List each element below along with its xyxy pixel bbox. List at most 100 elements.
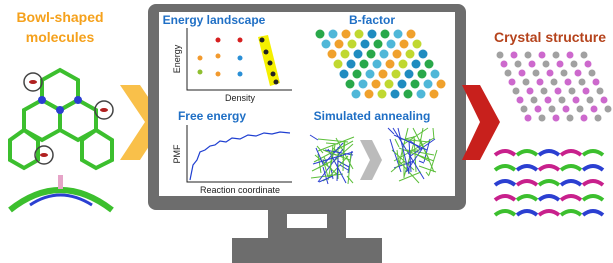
panel-title: Energy landscape [163, 13, 266, 27]
stacked-molecule [561, 151, 581, 155]
lattice-unit [405, 70, 414, 79]
lattice-unit [411, 80, 420, 89]
lattice-unit [393, 50, 402, 59]
lattice-unit [329, 30, 338, 39]
lattice-unit [527, 88, 534, 95]
lattice-unit [539, 52, 546, 59]
lattice-unit [347, 60, 356, 69]
stacked-molecule [495, 181, 515, 185]
ring [10, 130, 38, 168]
lattice-unit [424, 80, 433, 89]
panel-title: B-factor [349, 13, 395, 27]
lattice-unit [430, 90, 439, 99]
molecule-side-view [10, 190, 112, 210]
data-point [271, 72, 276, 77]
stacked-molecule [561, 196, 581, 200]
lattice-unit [569, 88, 576, 95]
lattice-unit [398, 80, 407, 89]
lattice-unit [551, 79, 558, 86]
lattice-unit [523, 79, 530, 86]
stacked-molecule [583, 151, 603, 155]
atom [38, 96, 46, 104]
lattice-unit [585, 61, 592, 68]
data-point [216, 54, 221, 59]
stacked-molecule [517, 211, 537, 215]
lattice-unit [412, 60, 421, 69]
lattice-unit [525, 115, 532, 122]
lattice-unit [380, 50, 389, 59]
lattice-unit [547, 70, 554, 77]
lattice-unit [553, 52, 560, 59]
lattice-unit [431, 70, 440, 79]
lattice-unit [354, 50, 363, 59]
axis-label: Density [225, 93, 256, 103]
lattice-unit [509, 79, 516, 86]
lattice-unit [579, 79, 586, 86]
lattice-unit [549, 106, 556, 113]
lattice-unit [368, 30, 377, 39]
axis-label: PMF [172, 144, 182, 164]
stacked-molecule [495, 211, 515, 215]
lattice-unit [335, 40, 344, 49]
lattice-unit [525, 52, 532, 59]
lattice-unit [387, 40, 396, 49]
lattice-unit [381, 30, 390, 39]
lattice-unit [391, 90, 400, 99]
lattice-unit [577, 106, 584, 113]
data-point [238, 38, 243, 43]
monitor-base [232, 238, 382, 263]
molecule-top-view [10, 70, 112, 168]
data-point [198, 70, 203, 75]
stacked-molecule [517, 151, 537, 155]
stacked-molecule [495, 166, 515, 170]
lattice-unit [559, 97, 566, 104]
stacked-molecule [561, 166, 581, 170]
data-point [264, 50, 269, 55]
lattice-unit [360, 60, 369, 69]
lattice-unit [328, 50, 337, 59]
left-title-line: Bowl-shaped [16, 9, 103, 25]
lattice-unit [341, 50, 350, 59]
stacked-molecule [517, 181, 537, 185]
lattice-unit [372, 80, 381, 89]
lattice-unit [334, 60, 343, 69]
lattice-unit [553, 115, 560, 122]
stacked-molecule [583, 166, 603, 170]
stacked-molecule [539, 211, 559, 215]
lattice-unit [365, 90, 374, 99]
lattice-unit [399, 60, 408, 69]
lattice-unit [541, 88, 548, 95]
lattice-unit [587, 97, 594, 104]
lattice-unit [597, 88, 604, 95]
lattice-unit [539, 115, 546, 122]
monitor-neck-hole [287, 214, 327, 228]
lattice-unit [361, 40, 370, 49]
lattice-unit [497, 52, 504, 59]
stacked-molecule [583, 196, 603, 200]
lattice-unit [545, 97, 552, 104]
lattice-unit [555, 88, 562, 95]
stacked-molecule [561, 181, 581, 185]
atom [56, 106, 64, 114]
lattice-unit [567, 115, 574, 122]
panel-title: Simulated annealing [314, 109, 431, 123]
lattice-unit [533, 70, 540, 77]
lattice-unit [519, 70, 526, 77]
atom [58, 175, 63, 189]
lattice-unit [400, 40, 409, 49]
lattice-unit [563, 106, 570, 113]
lattice-unit [348, 40, 357, 49]
lattice-unit [535, 106, 542, 113]
data-point [274, 80, 279, 85]
lattice-unit [513, 88, 520, 95]
panel-title: Free energy [178, 109, 246, 123]
lattice-unit [353, 70, 362, 79]
data-point [260, 38, 265, 43]
data-point [238, 56, 243, 61]
axis-label: Reaction coordinate [200, 185, 280, 195]
lattice-unit [601, 97, 608, 104]
lattice-unit [425, 60, 434, 69]
stacked-molecule [539, 151, 559, 155]
ring [82, 130, 112, 168]
lattice-unit [505, 70, 512, 77]
